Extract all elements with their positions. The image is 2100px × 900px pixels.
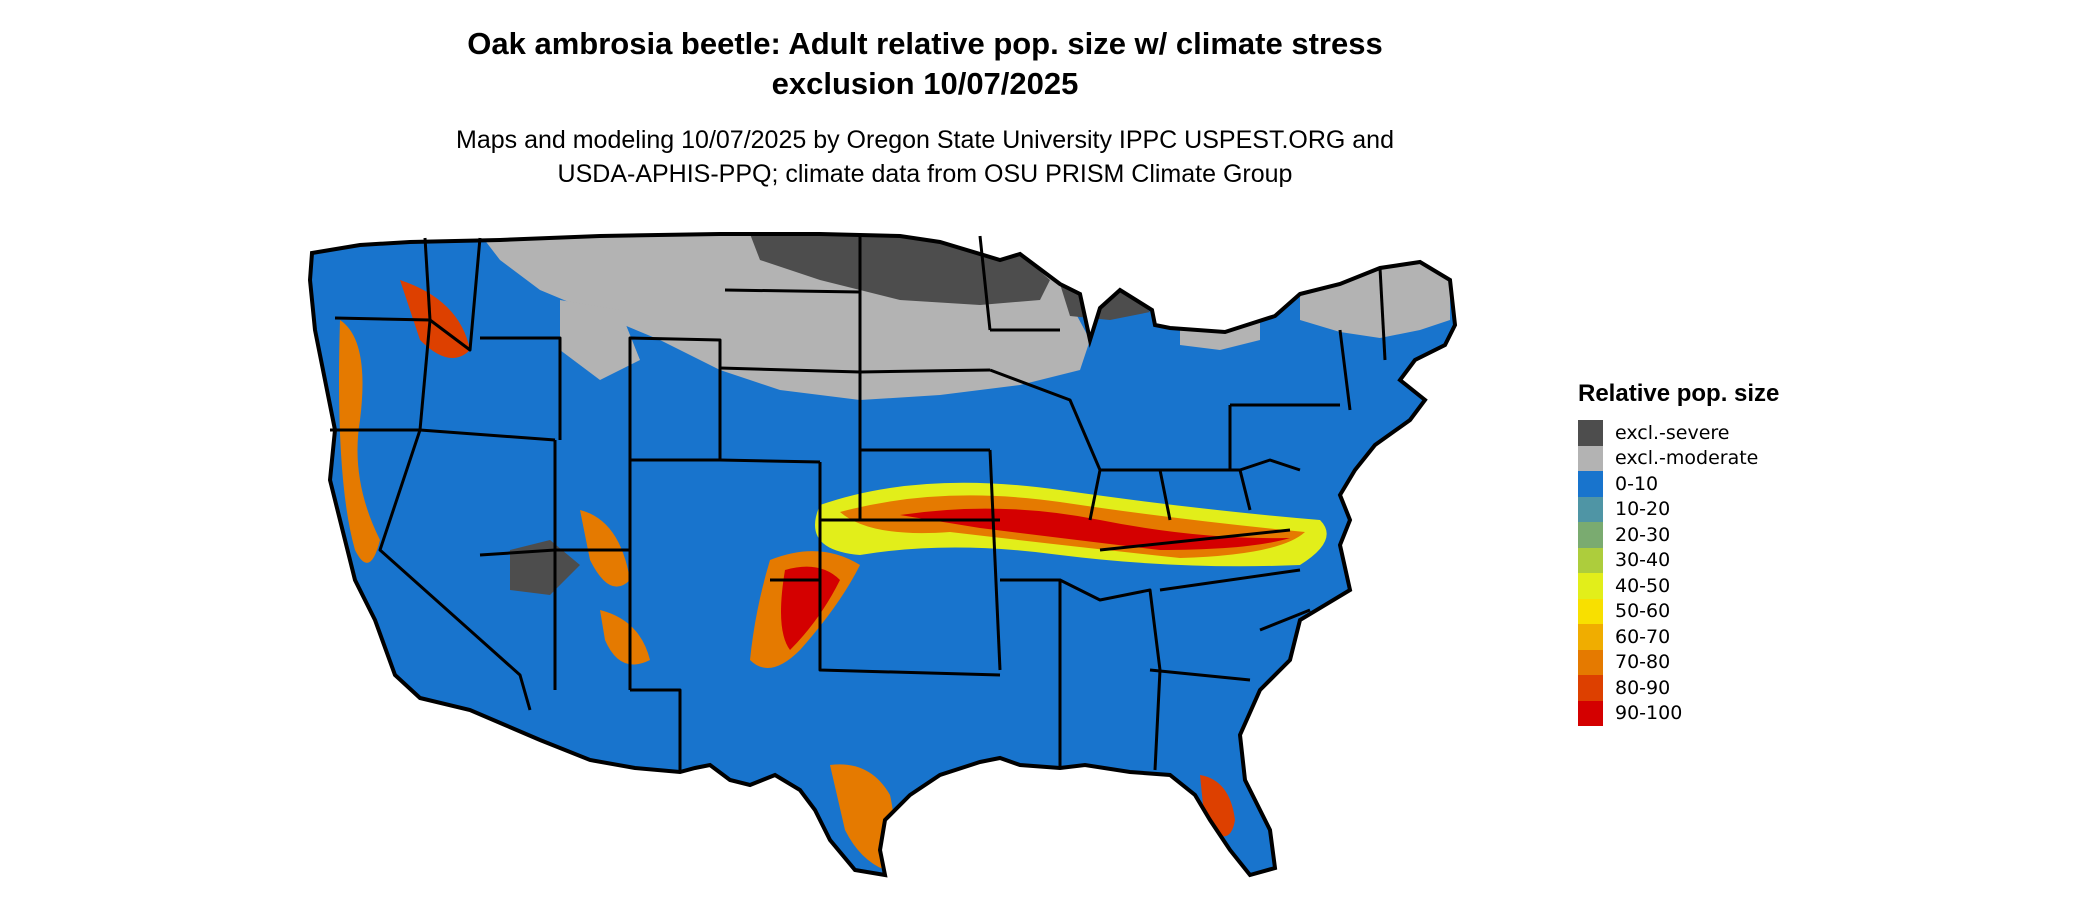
legend-title: Relative pop. size xyxy=(1578,380,1780,407)
state-border xyxy=(978,235,992,331)
state-border xyxy=(1259,608,1311,632)
legend-swatch xyxy=(1578,700,1603,726)
state-border xyxy=(429,237,482,352)
subtitle-line-1: Maps and modeling 10/07/2025 by Oregon S… xyxy=(456,126,1394,154)
zone-70-80-mtn xyxy=(580,510,630,587)
state-border xyxy=(818,580,1001,677)
state-border xyxy=(419,428,556,442)
legend-label: 30-40 xyxy=(1615,549,1671,572)
legend-item: 40-50 xyxy=(1578,573,1779,599)
legend-item: 20-30 xyxy=(1578,522,1779,548)
legend-item: excl.-severe xyxy=(1578,420,1779,446)
legend-swatch xyxy=(1578,522,1603,548)
state-border xyxy=(1378,267,1387,361)
legend-swatch xyxy=(1578,496,1603,522)
title-line-1: Oak ambrosia beetle: Adult relative pop.… xyxy=(467,26,1383,61)
legend-swatch xyxy=(1578,598,1603,624)
legend-label: 60-70 xyxy=(1615,625,1671,648)
state-border xyxy=(719,366,861,374)
title-line-2: exclusion 10/07/2025 xyxy=(771,66,1079,101)
state-border xyxy=(480,336,562,440)
legend-label: 70-80 xyxy=(1615,651,1671,674)
legend-items: excl.-severe excl.-moderate 0-10 10-20 20-30… xyxy=(1578,420,1779,726)
legend-swatch xyxy=(1578,675,1603,701)
legend-item: 70-80 xyxy=(1578,649,1779,675)
zone-excl-moderate-mt xyxy=(560,300,640,380)
legend-label: 50-60 xyxy=(1615,600,1671,623)
subtitle-line-2: USDA-APHIS-PPQ; climate data from OSU PR… xyxy=(557,160,1293,188)
zone-excl-moderate-ne xyxy=(1300,262,1450,338)
legend-swatch xyxy=(1578,649,1603,675)
zone-70-80-west-coast xyxy=(339,320,380,563)
state-border xyxy=(630,688,682,772)
legend-label: excl.-moderate xyxy=(1615,447,1759,470)
state-border xyxy=(1239,458,1301,472)
state-border xyxy=(1099,528,1291,552)
legend-label: 20-30 xyxy=(1615,523,1671,546)
state-border xyxy=(418,319,432,431)
zone-excl-severe-sw xyxy=(510,540,580,595)
zone-90-100-plains xyxy=(781,566,840,650)
state-border xyxy=(724,288,861,294)
state-border xyxy=(719,458,821,464)
legend-item: 30-40 xyxy=(1578,547,1779,573)
state-border xyxy=(1149,668,1251,682)
legend-swatch xyxy=(1578,624,1603,650)
state-border xyxy=(423,237,432,321)
state-border xyxy=(1338,329,1352,411)
map-title: Oak ambrosia beetle: Adult relative pop.… xyxy=(0,24,1850,104)
legend-label: 10-20 xyxy=(1615,498,1671,521)
state-border xyxy=(1059,578,1162,771)
legend-label: 0-10 xyxy=(1615,472,1659,495)
legend-label: 40-50 xyxy=(1615,574,1671,597)
legend-item: 0-10 xyxy=(1578,471,1779,497)
legend-swatch xyxy=(1578,445,1603,471)
legend-swatch xyxy=(1578,471,1603,497)
state-border xyxy=(479,548,556,557)
legend-item: 90-100 xyxy=(1578,700,1779,726)
state-border xyxy=(988,449,1002,671)
legend-swatch xyxy=(1578,573,1603,599)
zone-excl-severe-north xyxy=(750,234,1050,305)
state-border xyxy=(378,429,532,711)
state-border xyxy=(859,368,991,374)
state-border xyxy=(989,368,1102,521)
legend-item: 60-70 xyxy=(1578,624,1779,650)
state-border xyxy=(334,316,431,322)
legend-swatch xyxy=(1578,420,1603,446)
legend-label: excl.-severe xyxy=(1615,421,1730,444)
zone-excl-moderate-mi xyxy=(1180,320,1260,350)
state-border xyxy=(628,336,722,462)
legend-swatch xyxy=(1578,547,1603,573)
legend-label: 90-100 xyxy=(1615,702,1683,725)
state-border xyxy=(1159,568,1301,592)
zone-70-80-texas xyxy=(830,764,894,870)
legend-item: 50-60 xyxy=(1578,598,1779,624)
legend-item: 10-20 xyxy=(1578,496,1779,522)
us-map xyxy=(308,232,1457,877)
zone-70-80-nm xyxy=(600,610,650,665)
legend: Relative pop. size excl.-severe excl.-mod… xyxy=(1578,380,1779,726)
legend-label: 80-90 xyxy=(1615,676,1671,699)
legend-item: excl.-moderate xyxy=(1578,445,1779,471)
map-subtitle: Maps and modeling 10/07/2025 by Oregon S… xyxy=(0,123,1850,191)
legend-item: 80-90 xyxy=(1578,675,1779,701)
